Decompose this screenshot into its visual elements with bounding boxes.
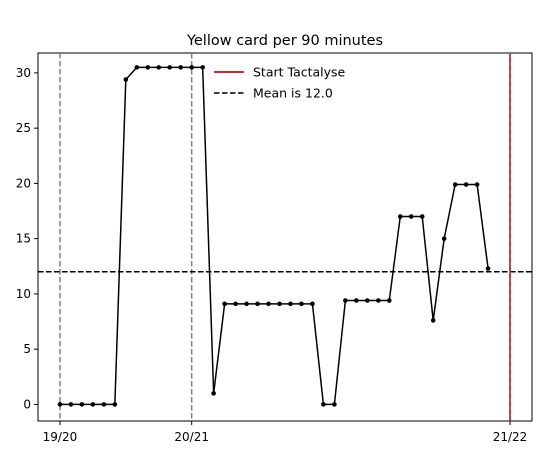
legend-label-mean: Mean is 12.0 [253,86,333,101]
data-point [321,402,326,407]
data-point [255,301,260,307]
data-point [79,402,85,407]
x-axis: 19/20 20/21 21/22 [43,421,528,444]
data-point [485,266,491,271]
data-point [376,298,381,303]
data-point [134,65,140,70]
data-point [112,402,118,407]
data-point [156,65,162,70]
data-point [354,298,359,303]
data-point [419,214,425,219]
data-point [441,236,447,241]
data-point [145,65,151,70]
y-tick-label: 15 [16,232,31,246]
reference-lines [38,53,532,421]
series-group [57,65,491,407]
data-point [343,298,348,303]
data-point [288,301,293,307]
data-point [233,301,238,307]
data-point [244,301,249,307]
data-point [430,318,436,323]
data-point [211,391,216,396]
data-point [90,402,96,407]
data-point [189,65,194,70]
data-point [463,182,469,187]
data-point [408,214,414,219]
data-point [167,65,173,70]
data-point [332,402,337,407]
data-point [101,402,107,407]
data-point [57,402,63,407]
legend: Start Tactalyse Mean is 12.0 [214,65,346,101]
series-line [59,66,489,406]
data-point [200,65,205,70]
data-point [452,182,458,187]
data-point [266,301,271,307]
data-point [277,301,282,307]
data-point [222,301,227,307]
data-point [397,214,403,219]
data-point [474,182,480,187]
y-tick-label: 10 [16,287,31,301]
x-tick-label: 20/21 [174,430,209,444]
data-point [178,65,184,70]
data-point [123,77,129,82]
y-tick-label: 5 [23,342,31,356]
y-tick-label: 20 [16,176,31,190]
x-tick-label: 19/20 [43,430,78,444]
data-point [68,402,74,407]
y-tick-label: 25 [16,121,31,135]
data-point [299,301,304,307]
plot-frame [37,52,533,422]
data-point [310,301,315,307]
x-tick-label: 21/22 [493,430,528,444]
y-tick-label: 0 [23,397,31,411]
y-axis: 0 5 10 15 20 25 30 [16,66,38,411]
data-point [386,298,392,303]
data-point [365,298,370,303]
legend-label-start: Start Tactalyse [253,65,346,80]
y-tick-label: 30 [16,66,31,80]
chart-title: Yellow card per 90 minutes [186,33,383,49]
